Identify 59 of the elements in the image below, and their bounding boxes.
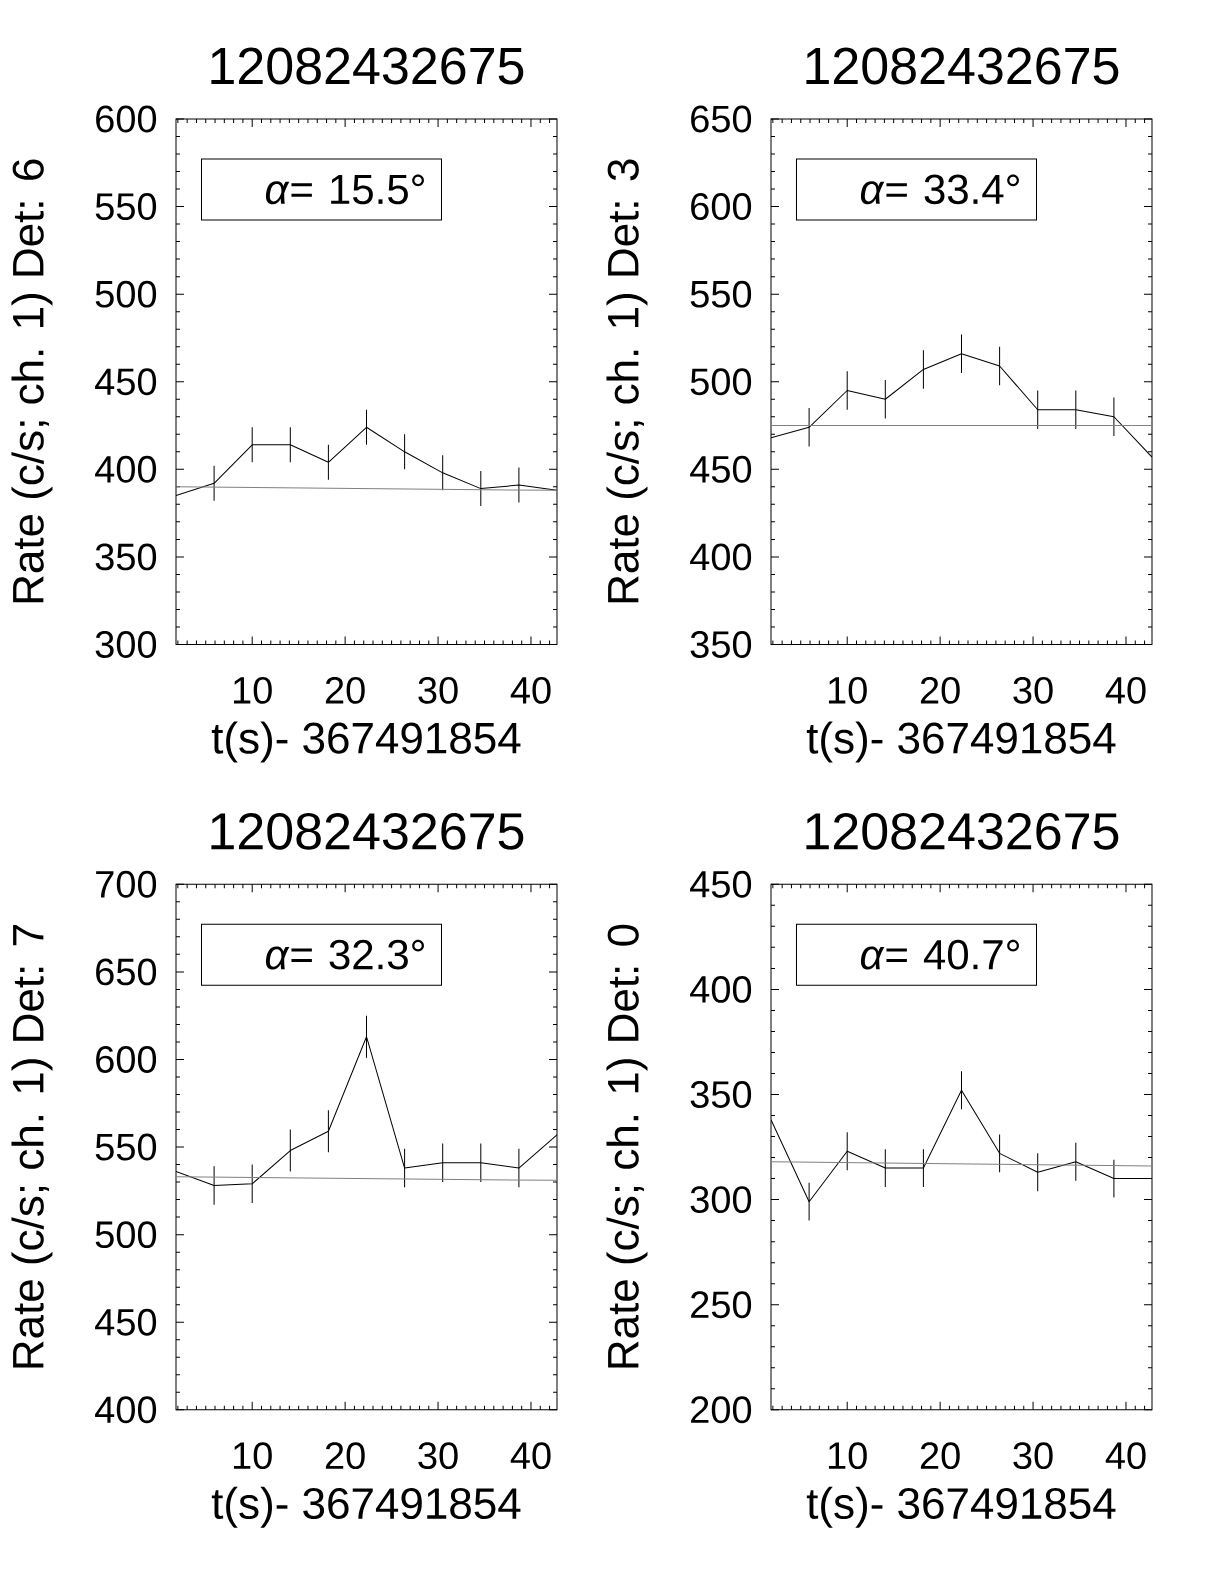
- y-tick-label: 300: [690, 1186, 752, 1214]
- x-axis-title: t(s)- 367491854: [211, 1486, 521, 1528]
- chart-title: 12082432675: [806, 812, 1119, 850]
- x-axis-title: t(s)- 367491854: [806, 721, 1116, 763]
- y-tick-label: 300: [95, 631, 157, 658]
- y-tick-label: 650: [691, 105, 752, 133]
- y-tick-label: 250: [691, 1291, 752, 1319]
- x-axis-title: t(s)- 367491854: [211, 721, 521, 763]
- x-tick-label: 10: [233, 676, 272, 704]
- x-tick-label: 40: [1105, 1442, 1146, 1470]
- x-tick-label: 30: [418, 676, 458, 704]
- x-tick-label: 40: [510, 1442, 551, 1470]
- x-tick-label: 20: [325, 676, 365, 704]
- y-tick-label: 450: [690, 455, 752, 483]
- x-tick-label: 10: [828, 1442, 867, 1470]
- annotation: α= 33.4°: [860, 174, 1019, 205]
- chart-title: 12082432675: [211, 47, 524, 85]
- x-tick-label: 30: [418, 1442, 458, 1470]
- y-tick-label: 500: [95, 280, 157, 308]
- y-tick-label: 550: [690, 280, 752, 308]
- y-tick-label: 600: [96, 1046, 157, 1073]
- x-tick-label: 10: [828, 676, 867, 704]
- y-tick-label: 600: [691, 193, 752, 221]
- chart-title: 12082432675: [211, 812, 524, 850]
- x-tick-label: 40: [1105, 676, 1146, 704]
- x-tick-label: 20: [325, 1442, 365, 1470]
- y-axis-title: Rate (c/s; ch. 1) Det: 3: [606, 159, 648, 603]
- y-tick-label: 400: [690, 543, 752, 571]
- x-tick-label: 30: [1013, 676, 1053, 704]
- y-tick-label: 550: [95, 193, 157, 221]
- x-tick-label: 30: [1013, 1442, 1053, 1470]
- y-tick-label: 400: [690, 975, 752, 1003]
- x-axis-title: t(s)- 367491854: [806, 1486, 1116, 1528]
- y-axis-title: Rate (c/s; ch. 1) Det: 0: [606, 924, 648, 1368]
- y-tick-label: 550: [95, 1133, 157, 1161]
- y-tick-label: 350: [690, 1081, 752, 1108]
- y-tick-label: 650: [96, 958, 157, 986]
- x-tick-label: 40: [510, 676, 551, 704]
- y-tick-label: 450: [690, 870, 752, 898]
- annotation: α= 40.7°: [860, 939, 1019, 970]
- y-tick-label: 400: [95, 1396, 157, 1424]
- y-tick-label: 350: [95, 543, 157, 571]
- x-tick-label: 10: [233, 1442, 272, 1470]
- x-tick-label: 20: [920, 676, 960, 704]
- y-tick-label: 200: [691, 1396, 752, 1424]
- y-axis-title: Rate (c/s; ch. 1) Det: 7: [11, 925, 53, 1368]
- y-tick-label: 450: [95, 368, 157, 396]
- y-tick-label: 450: [95, 1308, 157, 1336]
- annotation: α= 32.3°: [265, 939, 424, 970]
- y-tick-label: 350: [690, 631, 752, 658]
- chart-title: 12082432675: [806, 47, 1119, 85]
- annotation: α= 15.5°: [265, 174, 424, 205]
- y-tick-label: 700: [96, 870, 157, 898]
- y-tick-label: 500: [690, 368, 752, 396]
- y-tick-label: 400: [95, 455, 157, 483]
- x-tick-label: 20: [920, 1442, 960, 1470]
- y-tick-label: 600: [96, 105, 157, 133]
- y-axis-title: Rate (c/s; ch. 1) Det: 6: [11, 159, 53, 603]
- y-tick-label: 500: [95, 1221, 157, 1249]
